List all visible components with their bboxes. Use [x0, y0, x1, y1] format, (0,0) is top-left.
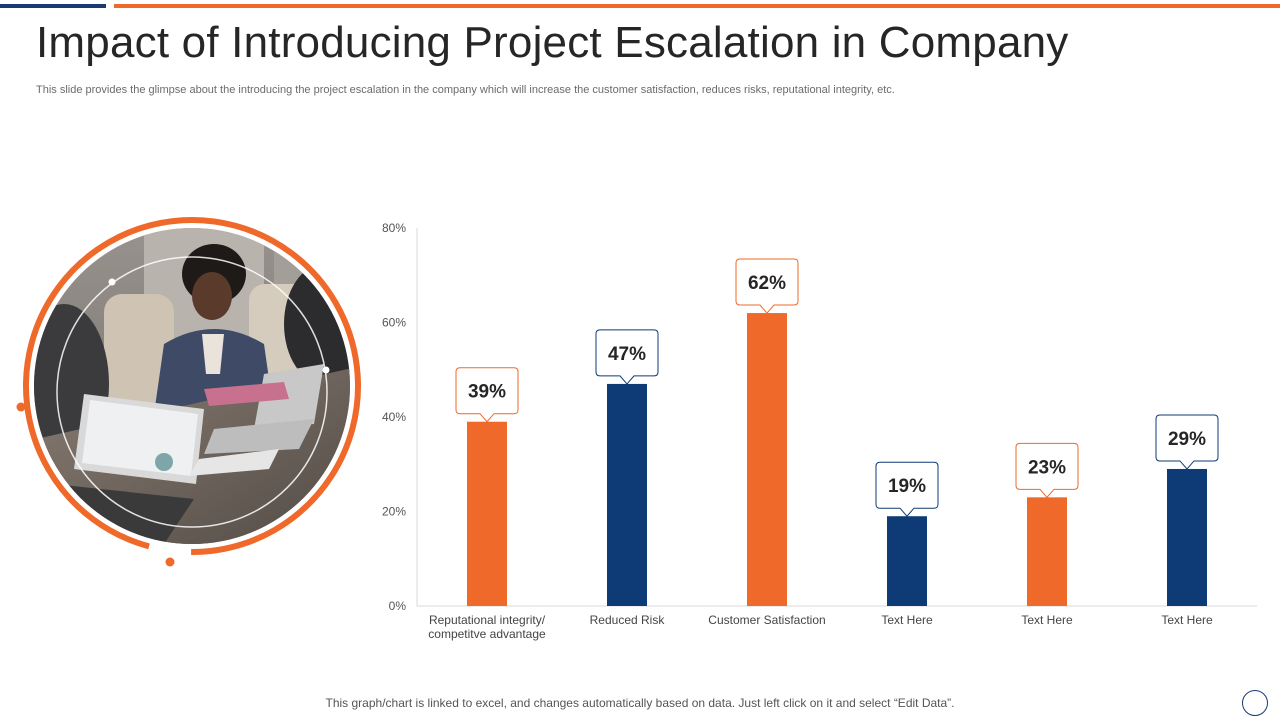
y-axis-tick-labels: 0% 20% 40% 60% 80%: [382, 221, 406, 613]
value-callouts-group: 39% 47% 62% 19% 23% 29%: [455, 258, 1219, 517]
category-label: Reputational integrity/: [429, 613, 546, 627]
office-meeting-photo-icon: [16, 217, 361, 567]
category-label: competitve advantage: [428, 627, 546, 641]
category-label: Text Here: [1021, 613, 1073, 627]
value-callout-box: [595, 329, 659, 385]
corner-circle-icon: [1242, 690, 1268, 716]
y-tick-label: 0%: [389, 599, 407, 613]
page-title: Impact of Introducing Project Escalation…: [36, 18, 1069, 67]
y-tick-label: 40%: [382, 410, 406, 424]
value-label: 47%: [608, 344, 646, 365]
page-subtitle: This slide provides the glimpse about th…: [36, 84, 895, 96]
top-accent-bar-blue: [0, 4, 106, 8]
value-label: 23%: [1028, 457, 1066, 478]
bar-chart: 0% 20% 40% 60% 80% 39% 47% 62% 19% 23% 29% Reputa…: [382, 221, 1257, 641]
top-accent-bar-orange: [114, 4, 1280, 8]
category-label: Text Here: [881, 613, 933, 627]
value-callout-box: [735, 258, 799, 314]
value-label: 62%: [748, 273, 786, 294]
value-label: 19%: [888, 476, 926, 497]
bar: [607, 383, 647, 606]
bars-group: [467, 313, 1207, 606]
y-tick-label: 60%: [382, 316, 406, 330]
bar: [1027, 497, 1067, 606]
category-label: Text Here: [1161, 613, 1213, 627]
value-callout-box: [1155, 414, 1219, 470]
value-callout-box: [1015, 442, 1079, 499]
category-label: Reduced Risk: [590, 613, 666, 627]
y-tick-label: 20%: [382, 505, 406, 519]
value-label: 39%: [468, 382, 506, 403]
value-callout-box: [875, 461, 939, 517]
y-tick-label: 80%: [382, 221, 406, 235]
value-callout-box: [455, 367, 519, 423]
category-label: Customer Satisfaction: [708, 613, 825, 627]
bar: [467, 421, 507, 606]
bar: [887, 516, 927, 606]
value-label: 29%: [1168, 429, 1206, 450]
x-axis-tick-labels: Reputational integrity/competitve advant…: [428, 613, 1213, 641]
bar: [747, 313, 787, 606]
bar: [1167, 468, 1207, 606]
meeting-photo: [14, 214, 370, 570]
footer-note: This graph/chart is linked to excel, and…: [325, 696, 955, 710]
